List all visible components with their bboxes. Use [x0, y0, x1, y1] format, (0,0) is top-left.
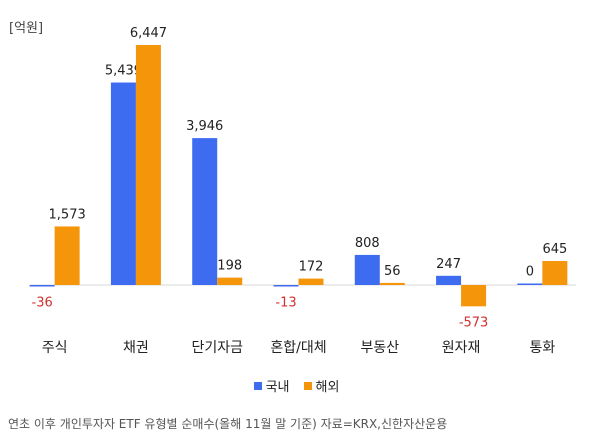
legend-item-domestic: 국내 [253, 376, 290, 395]
category-label-6: 통화 [529, 340, 555, 356]
category-label-2: 단기자금 [191, 340, 243, 356]
bar-domestic-3 [273, 285, 299, 287]
bar-domestic-4 [354, 254, 380, 285]
bar-overseas-1 [135, 45, 161, 285]
data-label-overseas-0: 1,573 [49, 207, 86, 222]
data-label-domestic-3: -13 [275, 296, 296, 311]
category-label-0: 주식 [42, 340, 68, 356]
data-label-overseas-1: 6,447 [130, 26, 167, 41]
data-label-overseas-6: 645 [542, 242, 567, 257]
legend-swatch-domestic [253, 381, 262, 390]
bar-domestic-0 [29, 285, 55, 287]
unit-label: [억원] [9, 21, 44, 36]
data-label-overseas-5: -573 [459, 315, 489, 330]
data-label-domestic-1: 5,439 [105, 64, 142, 79]
bar-overseas-6 [542, 260, 568, 285]
data-label-overseas-2: 198 [217, 259, 242, 274]
data-label-domestic-4: 808 [355, 236, 380, 251]
legend-item-overseas: 해외 [303, 376, 340, 395]
category-label-1: 채권 [123, 340, 149, 356]
category-label-4: 부동산 [360, 340, 399, 356]
legend-swatch-overseas [303, 381, 312, 390]
data-label-domestic-0: -36 [32, 296, 53, 311]
bar-overseas-0 [54, 226, 80, 285]
bar-overseas-5 [461, 285, 487, 307]
bar-overseas-2 [217, 277, 243, 285]
category-label-3: 혼합/대체 [270, 340, 326, 356]
legend-label-overseas: 해외 [315, 380, 340, 395]
bar-domestic-1 [110, 82, 136, 285]
bar-domestic-6 [517, 283, 543, 285]
data-label-domestic-2: 3,946 [186, 119, 223, 134]
legend-label-domestic: 국내 [265, 380, 290, 395]
bar-overseas-4 [379, 282, 405, 285]
data-label-domestic-5: 247 [436, 257, 461, 272]
legend: 국내 해외 [0, 376, 593, 395]
bar-domestic-2 [192, 138, 218, 285]
data-label-overseas-3: 172 [299, 260, 324, 275]
category-label-5: 원자재 [442, 340, 481, 356]
bar-overseas-3 [298, 278, 324, 285]
data-label-overseas-4: 56 [384, 264, 401, 279]
caption: 연초 이후 개인투자자 ETF 유형별 순매수(올해 11월 말 기준) 자료=… [8, 417, 448, 431]
bar-domestic-5 [436, 275, 462, 285]
data-label-domestic-6: 0 [526, 265, 534, 280]
